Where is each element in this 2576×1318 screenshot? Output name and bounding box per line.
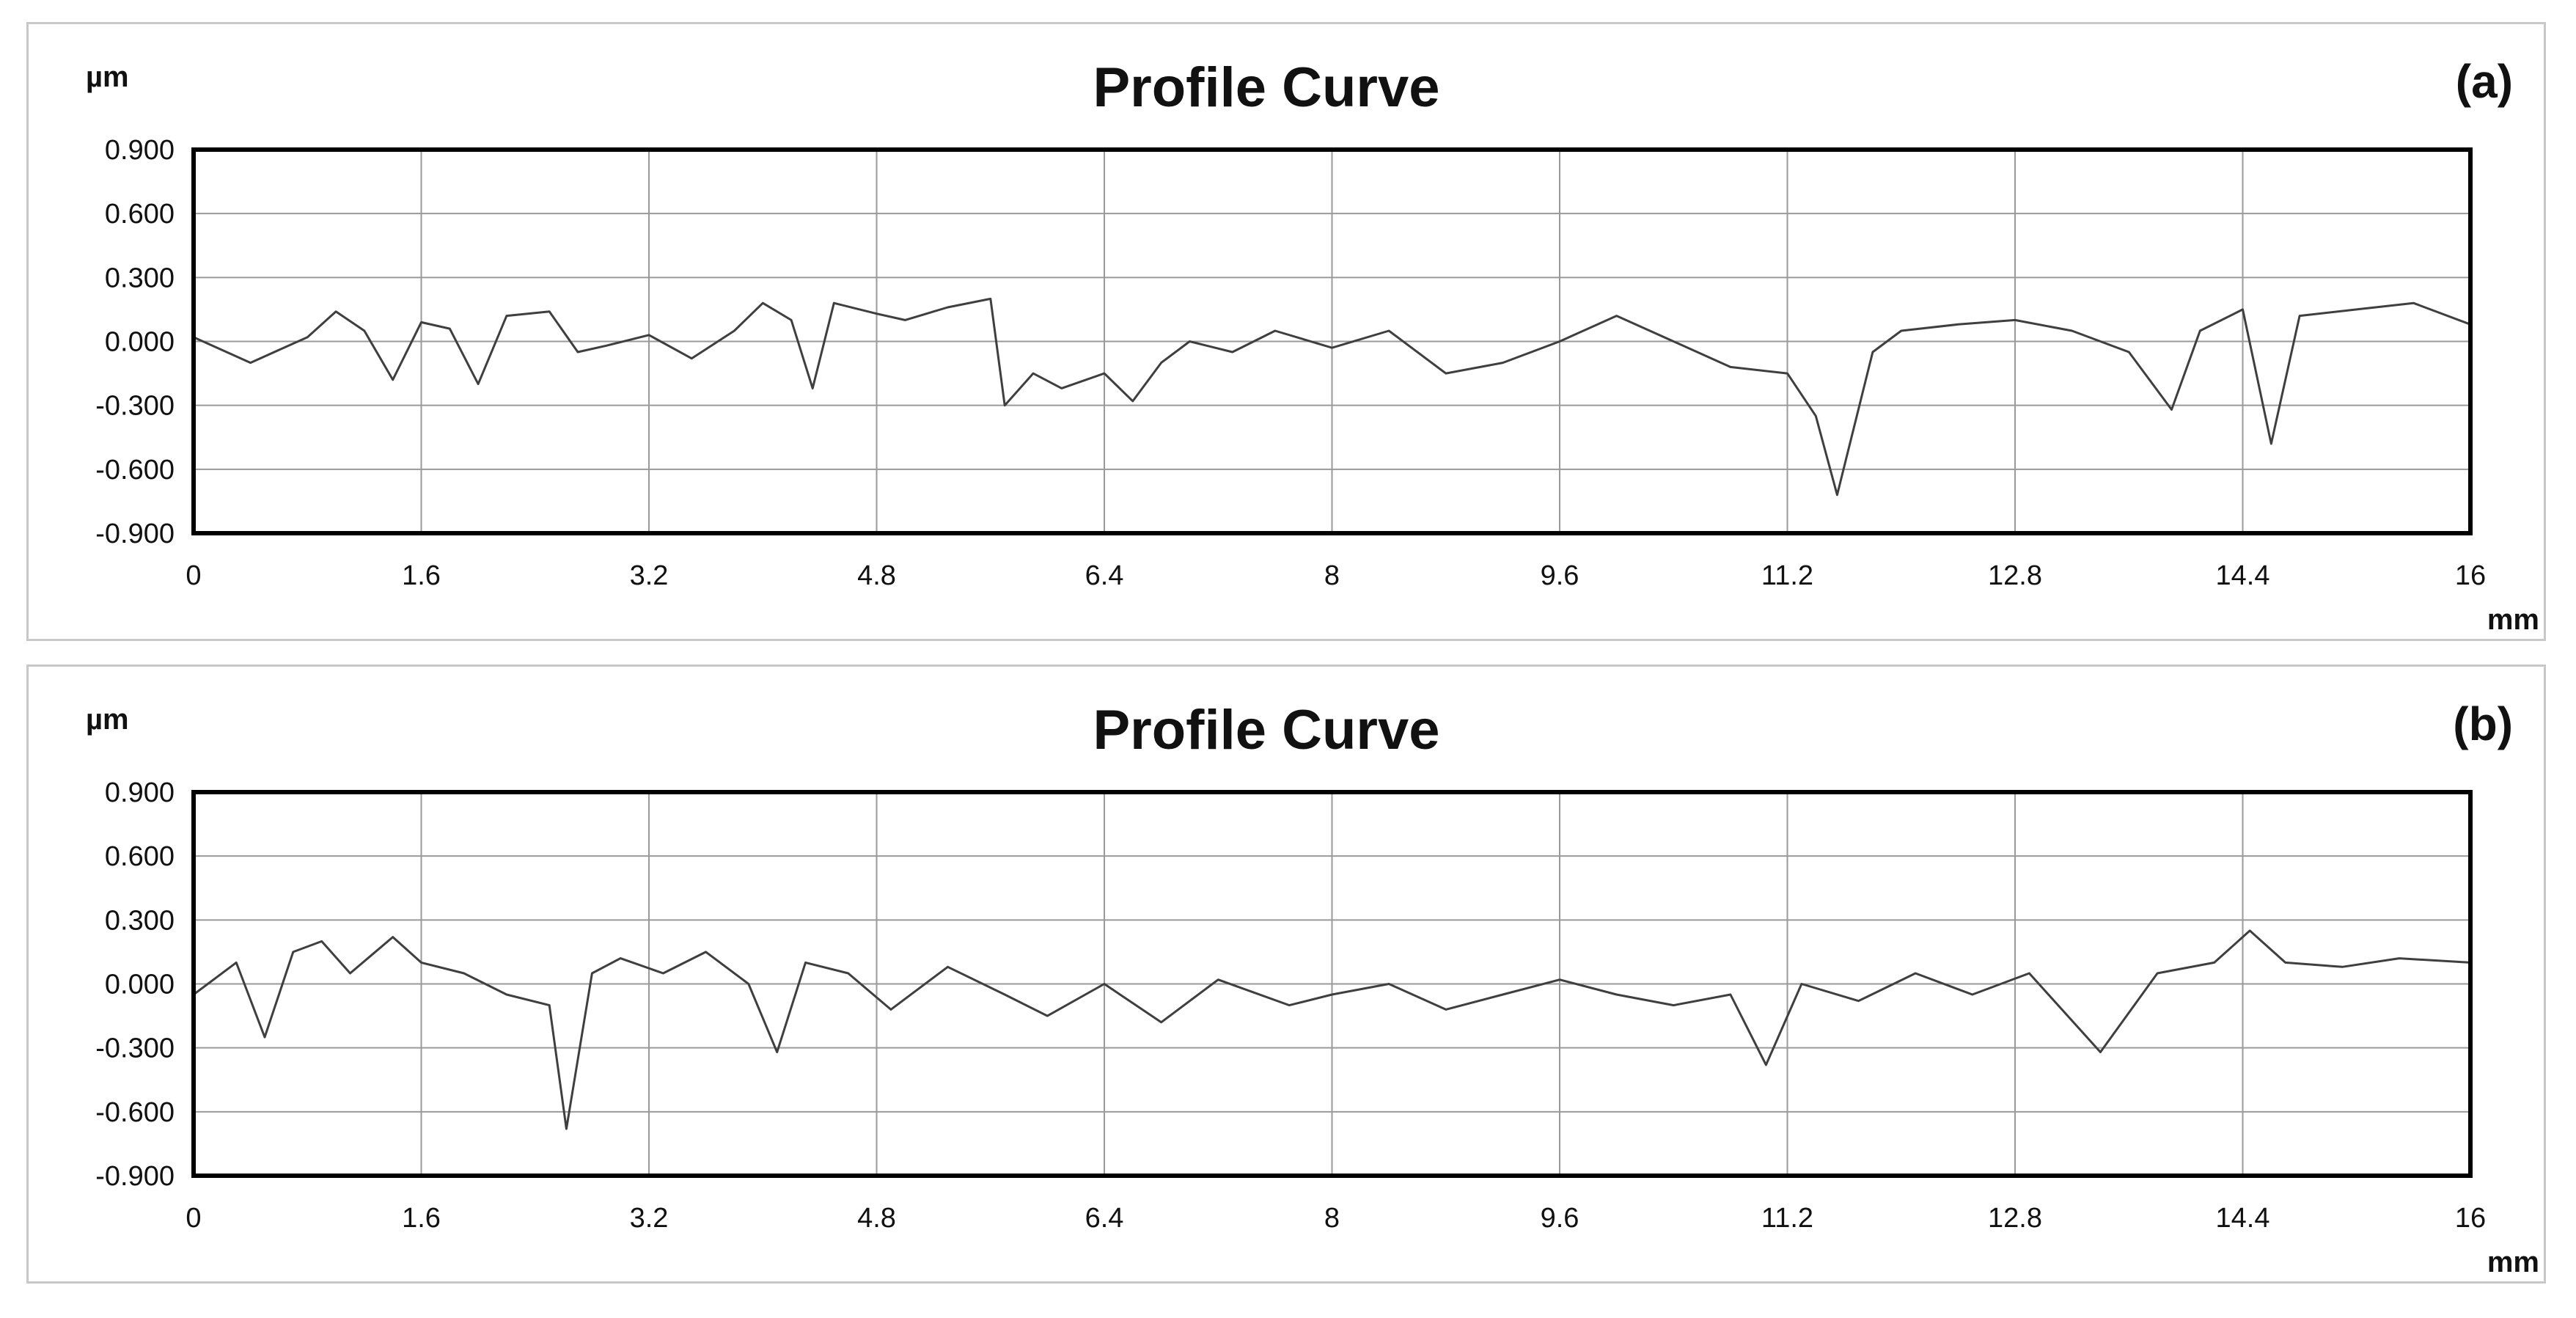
- profile-curve-line: [193, 929, 2471, 1130]
- x-tick-label: 12.8: [1988, 1203, 2042, 1234]
- y-tick-label: 0.000: [105, 970, 175, 1000]
- chart-panel-a: µm Profile Curve (a) mm 0 1.6 3.2 4.8 6.4 8 9.…: [26, 22, 2546, 641]
- x-tick-label: 1.6: [402, 560, 441, 591]
- x-tick-label: 16: [2455, 560, 2486, 591]
- x-unit-label: mm: [2487, 1246, 2539, 1278]
- panel-label: (b): [2453, 698, 2513, 750]
- chart-b-svg: µm Profile Curve (b) mm 0 1.6 3.2 4.8 6.4 8 9.…: [86, 698, 2539, 1278]
- profile-curve-line: [193, 297, 2471, 497]
- y-tick-label: 0.900: [105, 777, 175, 808]
- x-tick-label: 1.6: [402, 1203, 441, 1234]
- plot-frame: [191, 147, 2473, 535]
- y-tick-label: 0.600: [105, 841, 175, 872]
- x-tick-label: 14.4: [2216, 1203, 2270, 1234]
- x-tick-label: 8: [1324, 560, 1340, 591]
- y-tick-label: -0.300: [95, 391, 175, 422]
- x-unit-label: mm: [2487, 604, 2539, 636]
- x-tick-label: 9.6: [1541, 1203, 1579, 1234]
- x-tick-label: 11.2: [1761, 560, 1813, 591]
- y-tick-label: -0.600: [95, 1097, 175, 1128]
- x-tick-label: 0: [186, 560, 201, 591]
- x-tick-label: 3.2: [630, 560, 669, 591]
- chart-panel-b: µm Profile Curve (b) mm 0 1.6 3.2 4.8 6.4 8 9.…: [26, 665, 2546, 1284]
- y-tick-label: 0.300: [105, 263, 175, 293]
- y-unit-label: µm: [86, 61, 129, 93]
- x-tick-label: 9.6: [1541, 560, 1579, 591]
- plot-frame: [191, 790, 2473, 1178]
- y-tick-label: -0.900: [95, 519, 175, 549]
- chart-title: Profile Curve: [1093, 56, 1439, 119]
- y-tick-label: -0.300: [95, 1033, 175, 1064]
- y-tick-label: -0.600: [95, 455, 175, 486]
- chart-a-svg: µm Profile Curve (a) mm 0 1.6 3.2 4.8 6.4 8 9.…: [86, 55, 2539, 636]
- x-tick-label: 16: [2455, 1203, 2486, 1234]
- x-tick-label: 0: [186, 1203, 201, 1234]
- x-tick-label: 3.2: [630, 1203, 669, 1234]
- plot-area: 0 1.6 3.2 4.8 6.4 8 9.6 11.2 12.8 14.4 16 0.900 0.60…: [95, 135, 2486, 591]
- x-tick-label: 6.4: [1085, 1203, 1124, 1234]
- y-tick-label: 0.300: [105, 905, 175, 936]
- x-tick-label: 8: [1324, 1203, 1340, 1234]
- y-tick-label: 0.000: [105, 327, 175, 358]
- x-tick-label: 6.4: [1085, 560, 1124, 591]
- x-tick-label: 11.2: [1761, 1203, 1813, 1234]
- y-tick-label: -0.900: [95, 1161, 175, 1192]
- y-tick-label: 0.900: [105, 135, 175, 166]
- y-tick-label: 0.600: [105, 199, 175, 230]
- x-tick-label: 12.8: [1988, 560, 2042, 591]
- x-tick-label: 14.4: [2216, 560, 2270, 591]
- y-unit-label: µm: [86, 703, 129, 736]
- panel-label: (a): [2456, 55, 2513, 108]
- plot-area: 0 1.6 3.2 4.8 6.4 8 9.6 11.2 12.8 14.4 16 0.900 0.60…: [95, 777, 2486, 1234]
- x-tick-label: 4.8: [857, 1203, 896, 1234]
- chart-title: Profile Curve: [1093, 699, 1439, 761]
- x-tick-label: 4.8: [857, 560, 896, 591]
